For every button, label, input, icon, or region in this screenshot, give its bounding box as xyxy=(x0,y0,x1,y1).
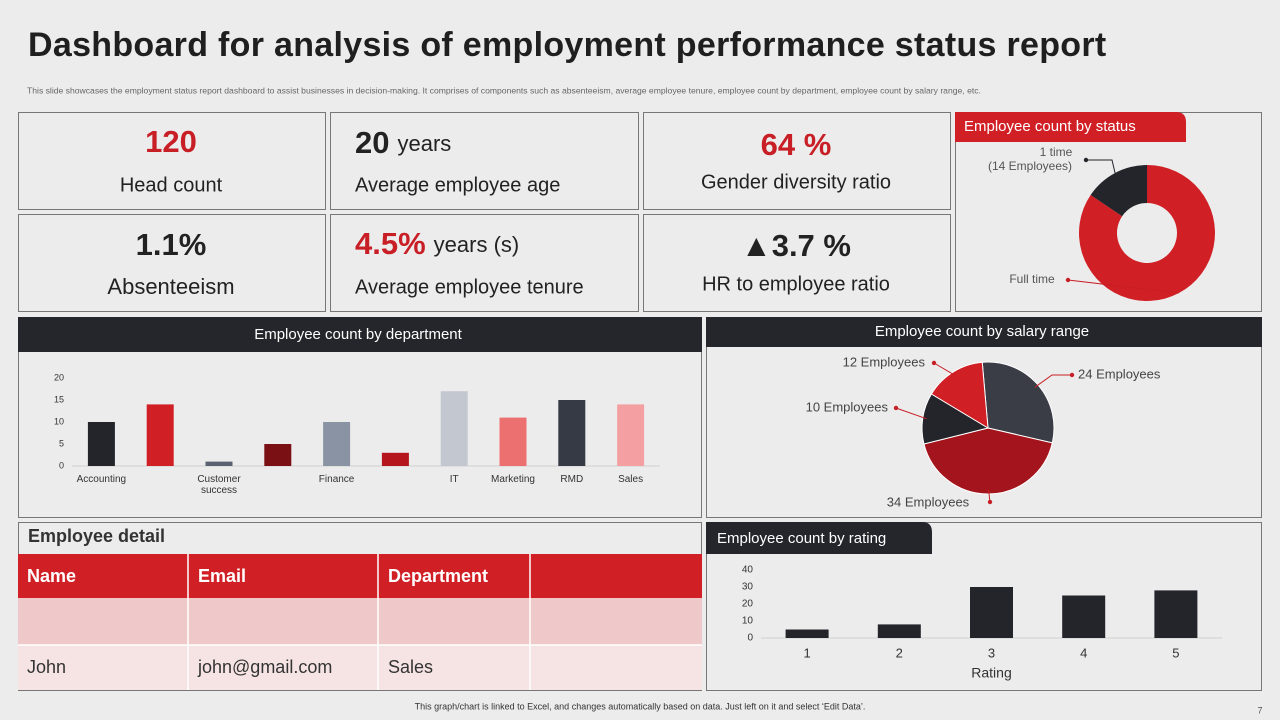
bar xyxy=(499,417,527,466)
leader-dot xyxy=(931,360,937,366)
band-header xyxy=(706,317,1262,347)
bar xyxy=(1062,595,1106,638)
bar xyxy=(877,624,921,638)
table-row xyxy=(18,598,702,645)
leader-dot xyxy=(1069,372,1075,378)
bar xyxy=(146,404,174,466)
band-header xyxy=(18,317,702,352)
kpi-value: ▲3.7 % xyxy=(741,228,851,263)
page-number: 7 xyxy=(1257,705,1262,715)
y-tick-label: 20 xyxy=(54,372,64,382)
leader-dot xyxy=(1065,277,1071,283)
card xyxy=(330,214,639,312)
x-tick-label: 2 xyxy=(896,645,903,660)
table-header xyxy=(18,554,702,598)
tab-header xyxy=(706,522,932,554)
y-tick-label: 20 xyxy=(742,599,754,610)
y-tick-label: 0 xyxy=(59,460,64,470)
slice-label: Full time xyxy=(1009,272,1055,286)
table-row xyxy=(18,645,702,690)
column-header: Email xyxy=(198,566,246,586)
bar xyxy=(205,461,233,466)
x-tick-label: 5 xyxy=(1172,645,1179,660)
footer: This graph/chart is linked to Excel, and… xyxy=(415,701,866,711)
x-tick-label: 4 xyxy=(1080,645,1087,660)
card xyxy=(18,112,326,210)
bar xyxy=(264,444,292,466)
data-label: (14 Employees) xyxy=(988,159,1072,173)
bar xyxy=(558,400,586,466)
slice xyxy=(930,361,989,429)
leader-line xyxy=(1067,279,1179,294)
kpi-value: 4.5% xyxy=(355,226,426,261)
cell: Sales xyxy=(388,657,433,677)
chart-title: Employee count by salary range xyxy=(875,323,1089,340)
kpi-value: 20 xyxy=(355,125,389,160)
y-tick-label: 0 xyxy=(747,633,753,644)
kpi-label: Average employee age xyxy=(355,174,560,196)
kpi-unit: years xyxy=(397,131,451,156)
chart-title: Employee count by status xyxy=(964,118,1136,135)
x-tick-label: 1 xyxy=(803,645,810,660)
table-lines xyxy=(18,554,702,690)
x-tick-label: 3 xyxy=(988,645,995,660)
y-tick-label: 30 xyxy=(742,582,754,593)
cell: John xyxy=(27,657,66,677)
card xyxy=(643,214,951,312)
title: Dashboard for analysis of employment per… xyxy=(28,26,1107,64)
kpi-value-line: 4.5% years (s) xyxy=(355,226,519,261)
slice xyxy=(1090,165,1147,217)
bar xyxy=(381,452,409,466)
chart-title: Employee count by rating xyxy=(717,530,886,547)
x-axis-label: Rating xyxy=(971,665,1011,681)
kpi-label: HR to employee ratio xyxy=(702,273,890,295)
subtitle: This slide showcases the employment stat… xyxy=(27,85,981,95)
kpi-value-line: 20 years xyxy=(355,125,451,160)
leader-dot xyxy=(987,499,993,505)
y-tick-label: 5 xyxy=(59,438,64,448)
kpi-label: Head count xyxy=(120,174,223,196)
chart-title: Employee count by department xyxy=(254,326,462,343)
y-tick-label: 40 xyxy=(742,565,754,576)
bar xyxy=(323,422,351,466)
leader-dot xyxy=(893,405,899,411)
kpi-label: Gender diversity ratio xyxy=(701,171,891,193)
leader-dot xyxy=(1083,157,1089,163)
leader-line xyxy=(1034,374,1072,388)
slice-label: 1 time xyxy=(1040,145,1073,159)
kpi-unit: years (s) xyxy=(434,232,520,257)
y-tick-label: 15 xyxy=(54,394,64,404)
bar xyxy=(440,391,468,466)
tab-header xyxy=(955,112,1186,142)
bar xyxy=(970,587,1013,638)
kpi-label: Average employee tenure xyxy=(355,276,584,298)
kpi-value: 1.1% xyxy=(136,227,207,262)
data-label: 24 Employees xyxy=(1078,366,1161,381)
section-title: Employee detail xyxy=(28,526,165,546)
bar xyxy=(785,629,829,638)
slice xyxy=(1079,165,1215,301)
leader-line xyxy=(1086,159,1116,174)
bar xyxy=(1154,590,1198,638)
kpi-value: 120 xyxy=(145,124,197,159)
cell: john@gmail.com xyxy=(197,657,332,677)
bar xyxy=(87,422,115,466)
data-label: 34 Employees xyxy=(887,494,970,509)
data-label: 10 Employees xyxy=(806,399,889,414)
card xyxy=(643,112,951,210)
card xyxy=(18,214,326,312)
bar xyxy=(617,404,645,466)
card xyxy=(330,112,639,210)
column-header: Department xyxy=(388,566,488,586)
y-tick-label: 10 xyxy=(54,416,64,426)
y-tick-label: 10 xyxy=(742,616,754,627)
column-header: Name xyxy=(27,566,76,586)
leader-line xyxy=(895,407,927,420)
leader-line xyxy=(933,362,956,376)
kpi-label: Absenteeism xyxy=(107,274,234,299)
data-label: 12 Employees xyxy=(843,354,926,369)
kpi-value: 64 % xyxy=(761,127,832,162)
